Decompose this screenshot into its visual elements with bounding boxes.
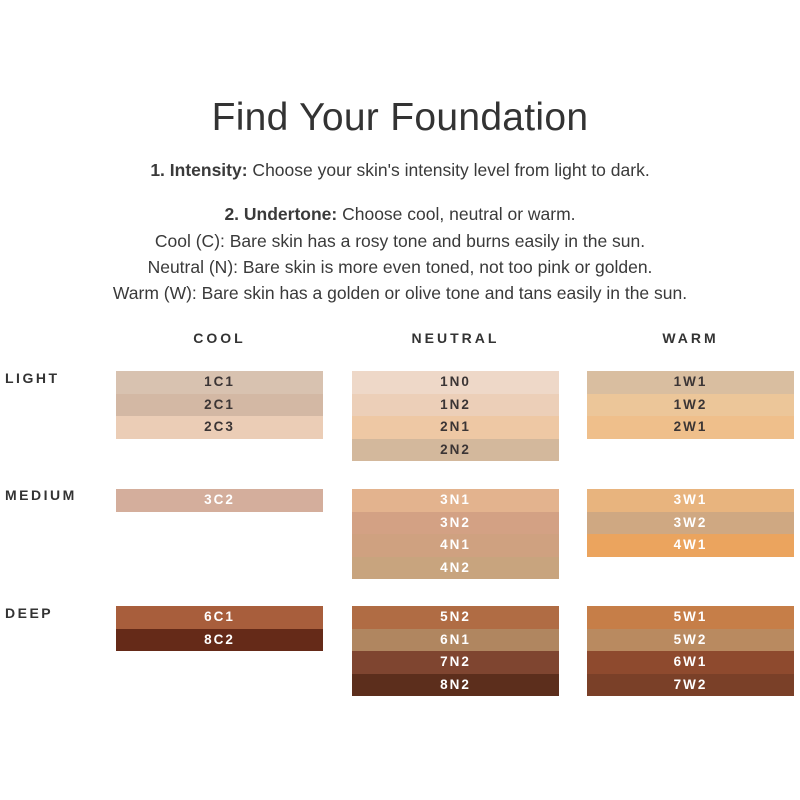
shade-swatch: 3C2	[116, 489, 323, 512]
shade-swatch: 1C1	[116, 371, 323, 394]
column-header-warm: WARM	[662, 330, 719, 346]
shade-block-light-cool: 1C1 2C1 2C3	[116, 371, 323, 439]
shade-swatch: 5W2	[587, 628, 794, 651]
shade-swatch: 1N0	[352, 371, 559, 394]
shade-swatch: 2N2	[352, 438, 559, 461]
shade-swatch: 7N2	[352, 651, 559, 674]
column-header-cool: COOL	[193, 330, 246, 346]
shade-swatch: 4N2	[352, 556, 559, 579]
shade-swatch: 2C1	[116, 393, 323, 416]
step-intensity-label: 1. Intensity:	[150, 160, 248, 180]
row-header-deep: DEEP	[5, 605, 54, 621]
shade-block-medium-warm: 3W1 3W2 4W1	[587, 489, 794, 557]
shade-block-light-warm: 1W1 1W2 2W1	[587, 371, 794, 439]
shade-swatch: 2W1	[587, 416, 794, 439]
shade-swatch: 2N1	[352, 416, 559, 439]
shade-swatch: 4W1	[587, 534, 794, 557]
shade-swatch: 3W1	[587, 489, 794, 512]
shade-swatch: 4N1	[352, 534, 559, 557]
step-undertone-text: Choose cool, neutral or warm.	[337, 204, 576, 224]
shade-block-deep-cool: 6C1 8C2	[116, 606, 323, 651]
shade-block-deep-warm: 5W1 5W2 6W1 7W2	[587, 606, 794, 696]
column-header-neutral: NEUTRAL	[411, 330, 500, 346]
shade-swatch: 8C2	[116, 628, 323, 651]
shade-block-deep-neutral: 5N2 6N1 7N2 8N2	[352, 606, 559, 696]
step-undertone-label: 2. Undertone:	[224, 204, 338, 224]
step-intensity: 1. Intensity: Choose your skin's intensi…	[0, 160, 800, 181]
shade-block-medium-neutral: 3N1 3N2 4N1 4N2	[352, 489, 559, 579]
shade-swatch: 3W2	[587, 511, 794, 534]
shade-swatch: 3N2	[352, 511, 559, 534]
row-header-light: LIGHT	[5, 370, 60, 386]
shade-block-light-neutral: 1N0 1N2 2N1 2N2	[352, 371, 559, 461]
undertone-cool: Cool (C): Bare skin has a rosy tone and …	[154, 231, 646, 251]
shade-swatch: 1N2	[352, 393, 559, 416]
shade-swatch: 3N1	[352, 489, 559, 512]
shade-swatch: 5W1	[587, 606, 794, 629]
shade-swatch: 6C1	[116, 606, 323, 629]
step-intensity-text: Choose your skin's intensity level from …	[247, 160, 650, 180]
step-undertone: 2. Undertone: Choose cool, neutral or wa…	[0, 204, 800, 225]
shade-swatch: 2C3	[116, 416, 323, 439]
shade-swatch: 1W2	[587, 393, 794, 416]
shade-swatch: 6N1	[352, 628, 559, 651]
shade-swatch: 6W1	[587, 651, 794, 674]
shade-swatch: 7W2	[587, 673, 794, 696]
shade-block-medium-cool: 3C2	[116, 489, 323, 512]
shade-swatch: 1W1	[587, 371, 794, 394]
shade-swatch: 5N2	[352, 606, 559, 629]
undertone-warm: Warm (W): Bare skin has a golden or oliv…	[112, 283, 688, 303]
undertone-neutral: Neutral (N): Bare skin is more even tone…	[147, 257, 653, 277]
row-header-medium: MEDIUM	[5, 487, 77, 503]
page-title: Find Your Foundation	[211, 96, 589, 139]
shade-swatch: 8N2	[352, 673, 559, 696]
